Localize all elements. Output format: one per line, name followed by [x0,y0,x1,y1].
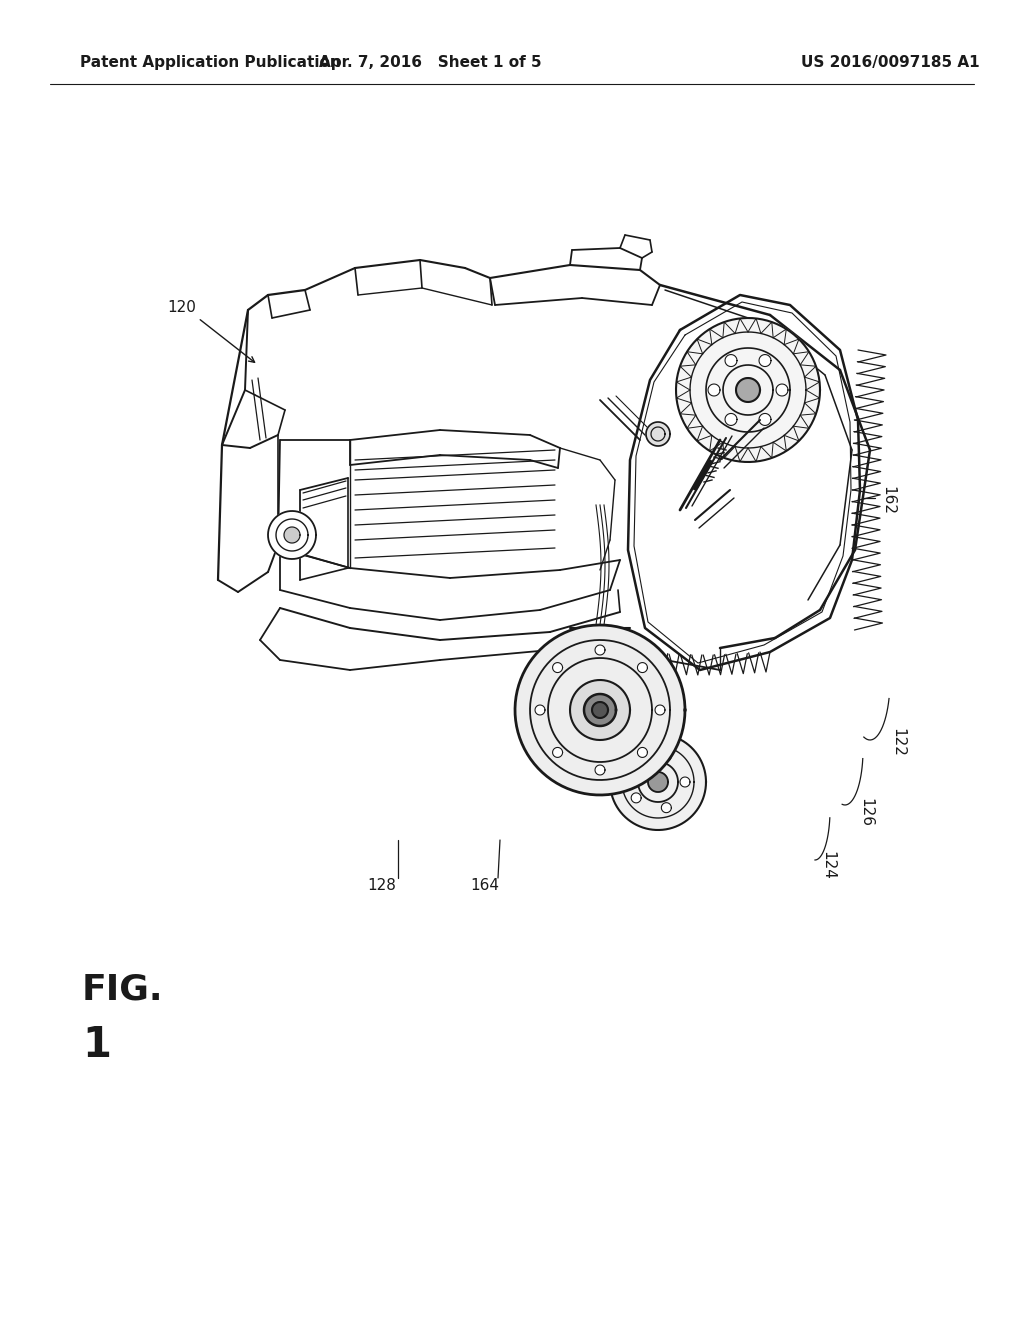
Polygon shape [610,734,706,830]
Polygon shape [637,663,647,673]
Polygon shape [725,413,737,425]
Text: 1: 1 [82,1024,111,1067]
Text: 122: 122 [890,727,905,756]
Polygon shape [631,762,641,771]
Polygon shape [553,663,562,673]
Polygon shape [535,705,545,715]
Polygon shape [515,624,685,795]
Polygon shape [662,803,672,813]
Polygon shape [570,680,630,741]
Text: Apr. 7, 2016   Sheet 1 of 5: Apr. 7, 2016 Sheet 1 of 5 [318,54,542,70]
Polygon shape [759,413,771,425]
Polygon shape [708,384,720,396]
Polygon shape [736,378,760,403]
Text: US 2016/0097185 A1: US 2016/0097185 A1 [801,54,979,70]
Polygon shape [284,527,300,543]
Polygon shape [680,777,690,787]
Polygon shape [584,694,616,726]
Polygon shape [648,772,668,792]
Text: 128: 128 [368,879,396,894]
Text: Patent Application Publication: Patent Application Publication [80,54,341,70]
Polygon shape [631,793,641,803]
Text: 126: 126 [858,797,873,826]
Text: FIG.: FIG. [82,973,164,1007]
Polygon shape [725,355,737,367]
Polygon shape [592,702,608,718]
Polygon shape [655,705,665,715]
Text: 164: 164 [470,879,500,894]
Text: 120: 120 [168,301,197,315]
Polygon shape [595,645,605,655]
Polygon shape [759,355,771,367]
Polygon shape [268,511,316,558]
Polygon shape [595,766,605,775]
Polygon shape [662,751,672,762]
Polygon shape [776,384,788,396]
Text: 162: 162 [880,486,895,515]
Polygon shape [676,318,820,462]
Polygon shape [646,422,670,446]
Polygon shape [637,747,647,758]
Polygon shape [553,747,562,758]
Text: 124: 124 [820,850,835,879]
